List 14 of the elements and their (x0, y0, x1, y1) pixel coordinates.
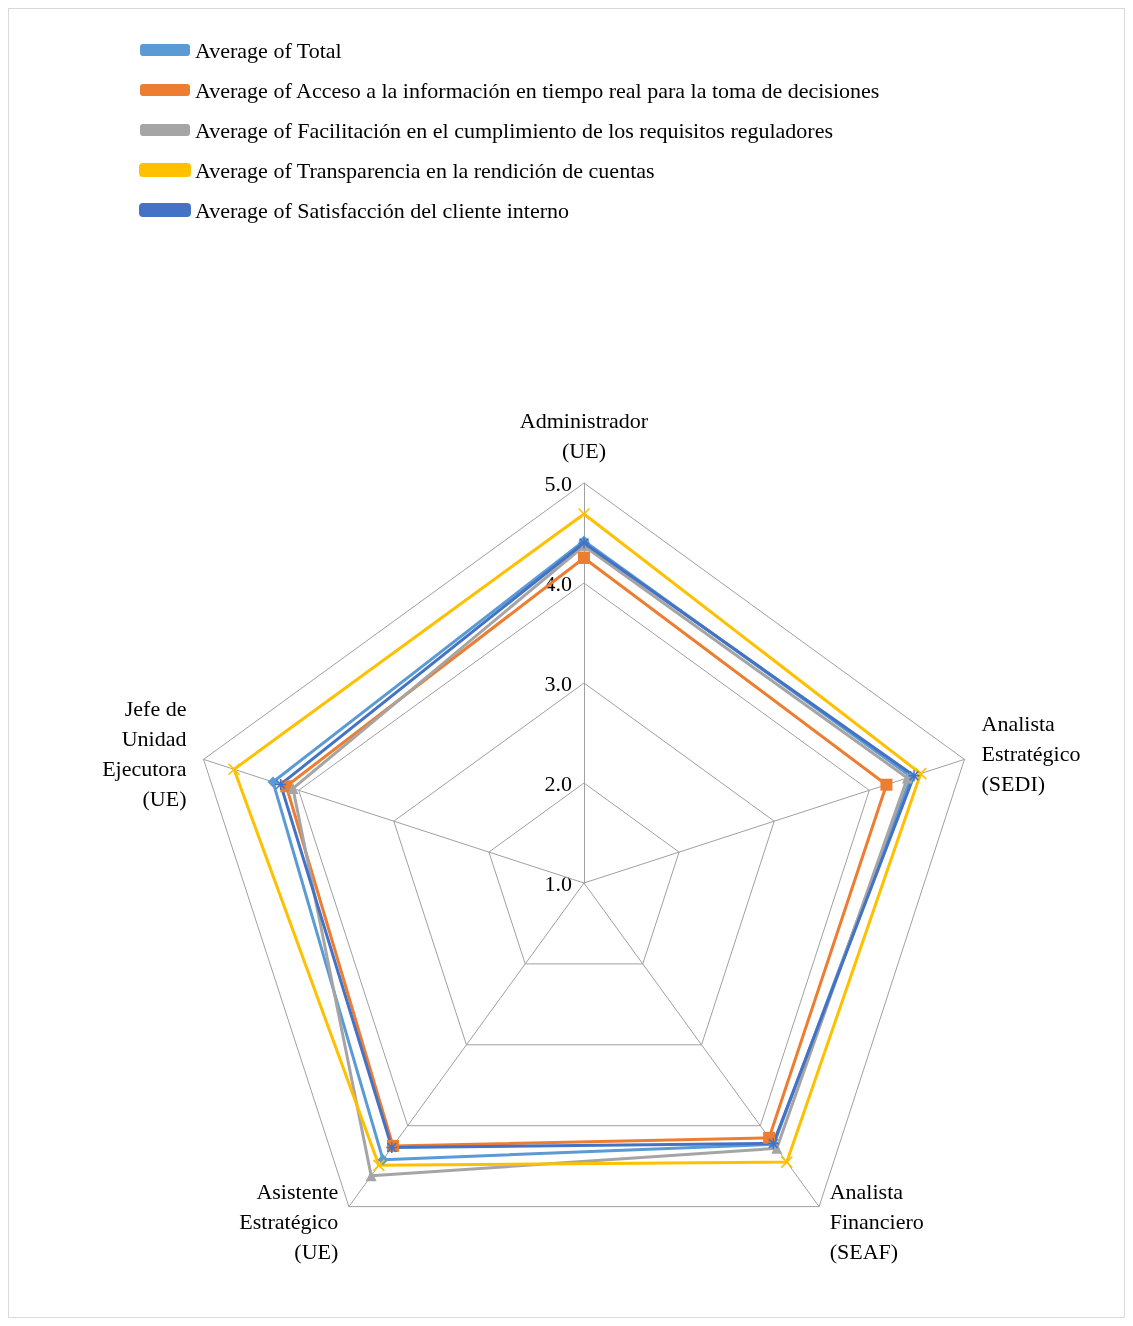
y-tick-label: 5.0 (544, 470, 572, 496)
spoke-label: Jefe de Unidad Ejecutora (UE) (102, 696, 187, 812)
legend-label: Average of Acceso a la información en tiempo real para la toma de decisiones (195, 77, 880, 103)
spoke-label: Analista Financiero (SEAF) (829, 1178, 924, 1264)
y-tick-label: 3.0 (544, 670, 572, 696)
spoke-label: Analista Estratégico (SEDI) (981, 711, 1081, 797)
legend-label: Average of Facilitación en el cumplimiento de los requisitos reguladores (195, 117, 834, 143)
legend-label: Average of Satisfacción del cliente interno (195, 197, 570, 223)
spoke-label: Asistente Estratégico (UE) (239, 1178, 339, 1264)
legend-label: Average of Total (195, 37, 342, 63)
y-tick-label: 2.0 (544, 770, 572, 796)
y-tick-label: 1.0 (544, 870, 572, 896)
spoke-label: Administrador (UE) (519, 407, 649, 463)
legend-label: Average of Transparencia en la rendición de cuentas (195, 157, 655, 183)
